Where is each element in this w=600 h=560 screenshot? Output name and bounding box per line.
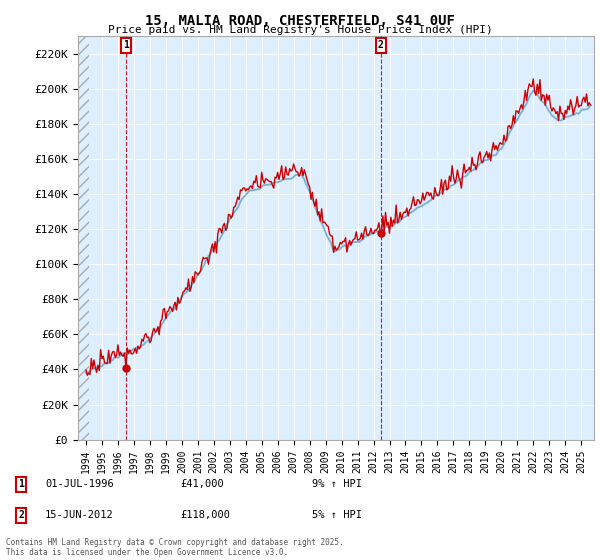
Text: Price paid vs. HM Land Registry's House Price Index (HPI): Price paid vs. HM Land Registry's House … (107, 25, 493, 35)
Text: Contains HM Land Registry data © Crown copyright and database right 2025.
This d: Contains HM Land Registry data © Crown c… (6, 538, 344, 557)
Text: 2: 2 (18, 510, 24, 520)
Text: 15, MALIA ROAD, CHESTERFIELD, S41 0UF: 15, MALIA ROAD, CHESTERFIELD, S41 0UF (145, 14, 455, 28)
Bar (78, 36, 89, 440)
Text: 15-JUN-2012: 15-JUN-2012 (45, 510, 114, 520)
Text: 5% ↑ HPI: 5% ↑ HPI (312, 510, 362, 520)
Text: 2: 2 (378, 40, 384, 50)
Text: 9% ↑ HPI: 9% ↑ HPI (312, 479, 362, 489)
Text: £41,000: £41,000 (180, 479, 224, 489)
Text: 01-JUL-1996: 01-JUL-1996 (45, 479, 114, 489)
Text: 1: 1 (123, 40, 129, 50)
Text: 1: 1 (18, 479, 24, 489)
Text: £118,000: £118,000 (180, 510, 230, 520)
